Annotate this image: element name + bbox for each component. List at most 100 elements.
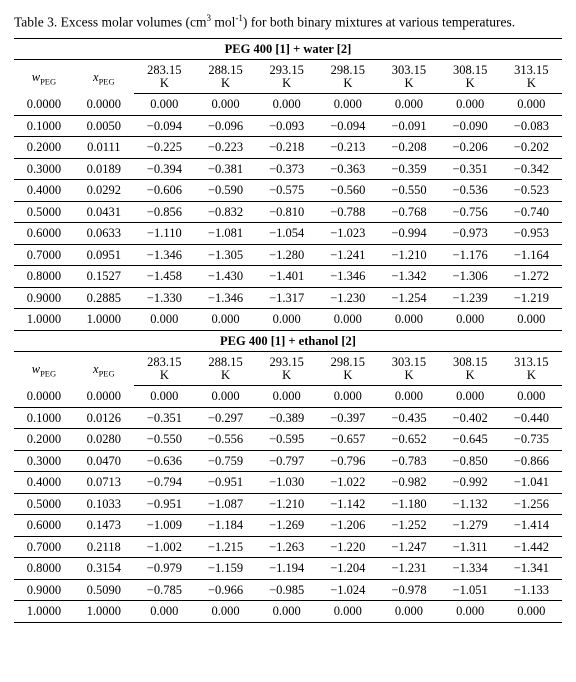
cell: 0.0951 — [74, 244, 134, 266]
cell: −1.230 — [317, 287, 378, 309]
temp-unit: K — [440, 369, 501, 386]
cell: −0.788 — [317, 201, 378, 223]
cell: −1.306 — [440, 266, 501, 288]
cell: 0.5090 — [74, 579, 134, 601]
caption-sup2: -1 — [235, 13, 243, 23]
col-w: wPEG — [14, 60, 74, 94]
col-x: xPEG — [74, 352, 134, 386]
table-row: 0.40000.0292−0.606−0.590−0.575−0.560−0.5… — [14, 180, 562, 202]
cell: −1.241 — [317, 244, 378, 266]
cell: −1.002 — [134, 536, 195, 558]
temp-col: 298.15 — [317, 352, 378, 369]
cell: 0.3154 — [74, 558, 134, 580]
cell: 0.000 — [317, 94, 378, 116]
caption-text2: mol — [211, 15, 235, 30]
temp-unit: K — [134, 77, 195, 94]
cell: 0.000 — [195, 601, 256, 623]
cell: 0.0292 — [74, 180, 134, 202]
cell: 1.0000 — [14, 309, 74, 331]
cell: −0.536 — [440, 180, 501, 202]
cell: −0.994 — [378, 223, 439, 245]
cell: 0.6000 — [14, 515, 74, 537]
cell: 0.3000 — [14, 158, 74, 180]
cell: −1.054 — [256, 223, 317, 245]
cell: 0.000 — [256, 309, 317, 331]
cell: −0.083 — [501, 115, 562, 137]
cell: −0.796 — [317, 450, 378, 472]
cell: −0.556 — [195, 429, 256, 451]
cell: 0.000 — [134, 309, 195, 331]
cell: −1.252 — [378, 515, 439, 537]
cell: 0.000 — [501, 601, 562, 623]
cell: −1.022 — [317, 472, 378, 494]
table-row: 0.90000.2885−1.330−1.346−1.317−1.230−1.2… — [14, 287, 562, 309]
section2-title: PEG 400 [1] + ethanol [2] — [14, 330, 562, 352]
temp-unit: K — [195, 77, 256, 94]
cell: −1.176 — [440, 244, 501, 266]
table-row: 0.00000.00000.0000.0000.0000.0000.0000.0… — [14, 94, 562, 116]
cell: −1.215 — [195, 536, 256, 558]
cell: 0.000 — [440, 601, 501, 623]
cell: −1.330 — [134, 287, 195, 309]
cell: 0.000 — [134, 386, 195, 408]
cell: −0.759 — [195, 450, 256, 472]
temp-unit: K — [501, 369, 562, 386]
col-w: wPEG — [14, 352, 74, 386]
cell: −1.204 — [317, 558, 378, 580]
cell: −0.953 — [501, 223, 562, 245]
cell: 0.000 — [195, 386, 256, 408]
cell: 0.4000 — [14, 472, 74, 494]
table-row: 0.60000.1473−1.009−1.184−1.269−1.206−1.2… — [14, 515, 562, 537]
cell: −0.797 — [256, 450, 317, 472]
cell: −0.094 — [134, 115, 195, 137]
cell: 0.7000 — [14, 536, 74, 558]
table-row: 0.90000.5090−0.785−0.966−0.985−1.024−0.9… — [14, 579, 562, 601]
cell: −0.978 — [378, 579, 439, 601]
cell: −0.090 — [440, 115, 501, 137]
cell: 0.2885 — [74, 287, 134, 309]
cell: −0.575 — [256, 180, 317, 202]
cell: −1.210 — [256, 493, 317, 515]
cell: 0.8000 — [14, 266, 74, 288]
temp-unit: K — [256, 77, 317, 94]
cell: −1.280 — [256, 244, 317, 266]
temp-col: 313.15 — [501, 60, 562, 77]
cell: 0.2000 — [14, 137, 74, 159]
cell: 0.000 — [501, 94, 562, 116]
cell: −0.206 — [440, 137, 501, 159]
caption-text: Table 3. Excess molar volumes (cm — [14, 15, 207, 30]
temp-col: 293.15 — [256, 60, 317, 77]
cell: −0.389 — [256, 407, 317, 429]
cell: 0.0000 — [74, 386, 134, 408]
cell: −0.094 — [317, 115, 378, 137]
cell: −0.982 — [378, 472, 439, 494]
cell: −0.636 — [134, 450, 195, 472]
cell: −1.024 — [317, 579, 378, 601]
table-row: 0.20000.0280−0.550−0.556−0.595−0.657−0.6… — [14, 429, 562, 451]
cell: −0.397 — [317, 407, 378, 429]
cell: −1.311 — [440, 536, 501, 558]
cell: −0.351 — [440, 158, 501, 180]
cell: −1.023 — [317, 223, 378, 245]
cell: −0.768 — [378, 201, 439, 223]
cell: −0.550 — [134, 429, 195, 451]
cell: −1.305 — [195, 244, 256, 266]
cell: 0.000 — [378, 309, 439, 331]
cell: 0.2118 — [74, 536, 134, 558]
temp-col: 288.15 — [195, 60, 256, 77]
cell: 0.0470 — [74, 450, 134, 472]
cell: −0.218 — [256, 137, 317, 159]
cell: −0.966 — [195, 579, 256, 601]
cell: −0.225 — [134, 137, 195, 159]
cell: −0.979 — [134, 558, 195, 580]
cell: 0.1000 — [14, 115, 74, 137]
data-table: PEG 400 [1] + water [2] wPEG xPEG 283.15… — [14, 38, 562, 623]
temp-unit: K — [440, 77, 501, 94]
temp-col: 308.15 — [440, 60, 501, 77]
cell: −1.346 — [317, 266, 378, 288]
col-x: xPEG — [74, 60, 134, 94]
cell: 0.000 — [440, 94, 501, 116]
table-row: 0.30000.0189−0.394−0.381−0.373−0.363−0.3… — [14, 158, 562, 180]
table-row: 0.50000.0431−0.856−0.832−0.810−0.788−0.7… — [14, 201, 562, 223]
cell: −0.208 — [378, 137, 439, 159]
